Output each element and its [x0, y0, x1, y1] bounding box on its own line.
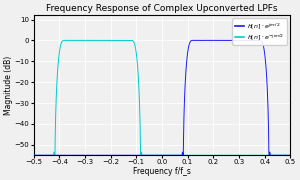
Title: Frequency Response of Complex Upconverted LPFs: Frequency Response of Complex Upconverte… — [46, 4, 278, 13]
Legend: $h[n]\cdot e^{j\pi n/2}$, $h[n]\cdot e^{-j\pi n/2}$: $h[n]\cdot e^{j\pi n/2}$, $h[n]\cdot e^{… — [232, 19, 287, 45]
X-axis label: Frequency f/f_s: Frequency f/f_s — [133, 167, 191, 176]
Y-axis label: Magnitude (dB): Magnitude (dB) — [4, 56, 13, 115]
